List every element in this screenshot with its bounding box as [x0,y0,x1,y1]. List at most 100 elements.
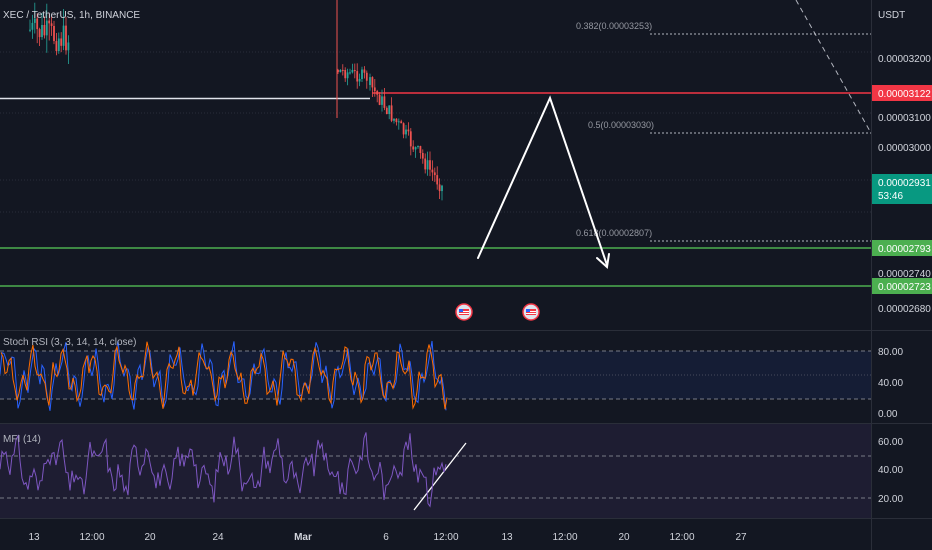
candle-body [433,172,436,176]
candle-body [414,147,417,150]
candle-body [60,38,63,46]
candle-body [431,169,434,173]
candle-body [441,185,443,192]
candle-body [353,70,356,72]
svg-text:53:46: 53:46 [878,191,903,202]
candle-body [419,146,422,153]
time-label: 12:00 [79,532,104,543]
candle-body [365,72,368,81]
svg-text:0.00003122: 0.00003122 [878,89,931,100]
candle-body [393,118,395,121]
time-label: 20 [618,532,630,543]
candle-body [339,69,342,73]
symbol-title[interactable]: XEC / TetherUS, 1h, BINANCE [3,10,140,21]
time-label: 12:00 [433,532,458,543]
candlestick-series[interactable] [29,2,443,201]
candle-body [424,158,427,170]
candle-body [31,22,34,30]
support-upper-price-badge: 0.00002793 [872,240,932,256]
time-axis[interactable]: 13 12:00 20 24 Mar 6 12:00 13 12:00 20 1… [28,532,747,543]
candle-body [371,77,374,88]
candle-body [390,105,393,121]
candle-body [421,152,424,159]
mfi-tick: 20.00 [878,494,903,505]
candle-body [381,96,383,105]
stoch-rsi-lines [0,340,448,411]
candle-body [33,18,36,23]
candle-body [45,20,48,36]
stoch-rsi-tick: 0.00 [878,409,898,420]
us-flag-event-icon[interactable] [455,303,473,321]
candle-body [438,184,441,192]
time-label: 12:00 [669,532,694,543]
mfi-band [0,424,871,518]
price-tick: 0.00002680 [878,304,931,315]
mfi-title[interactable]: MFI (14) [3,434,41,445]
candle-body [351,70,354,73]
support-lower-price-badge: 0.00002723 [872,278,932,294]
time-label: 27 [735,532,747,543]
candle-body [361,69,363,80]
time-label: Mar [294,532,312,543]
candle-body [388,105,391,114]
candle-body [436,175,439,185]
stoch-d-line [0,341,448,410]
stoch-rsi-title[interactable]: Stoch RSI (3, 3, 14, 14, close) [3,337,136,348]
time-label: 24 [212,532,224,543]
candle-body [57,38,60,52]
candle-body [402,123,405,135]
candle-body [55,41,58,52]
candle-body [385,107,388,114]
candle-body [405,129,407,135]
resistance-price-badge: 0.00003122 [872,85,932,101]
candle-body [417,146,419,148]
candle-body [349,72,351,74]
fib-label-05: 0.5(0.00003030) [588,120,654,130]
candle-body [373,87,376,92]
candle-body [67,42,70,51]
candle-body [378,94,381,105]
price-tick: 0.00002740 [878,269,931,280]
candle-body [376,91,379,95]
svg-text:0.00002793: 0.00002793 [878,244,931,255]
candle-body [358,79,361,82]
current-price-badge: 0.00002931 53:46 [872,174,932,204]
time-label: 20 [144,532,156,543]
candle-body [41,24,43,38]
candle-body [429,160,431,170]
stoch-rsi-tick: 80.00 [878,347,903,358]
mfi-tick: 60.00 [878,437,903,448]
candle-body [356,71,359,82]
main-grid [0,51,871,213]
stoch-rsi-tick: 40.00 [878,378,903,389]
candle-body [65,25,67,51]
candle-body [50,23,53,26]
candle-body [36,18,39,30]
time-label: 12:00 [552,532,577,543]
candle-body [29,29,31,31]
candle-body [397,121,400,123]
time-label: 13 [28,532,40,543]
candle-body [53,25,55,42]
time-label: 6 [383,532,389,543]
mfi-trendline[interactable] [413,442,467,511]
candle-body [337,70,339,73]
candle-body [407,129,410,132]
price-tick: 0.00003200 [878,54,931,65]
candle-body [43,24,46,36]
fib-label-0382: 0.382(0.00003253) [576,21,652,31]
candle-body [409,131,412,147]
candle-body [346,72,349,79]
mfi-tick: 40.00 [878,465,903,476]
fib-retracement[interactable]: 0.382(0.00003253) 0.5(0.00003030) 0.618(… [576,0,872,242]
candle-body [426,160,429,170]
currency-label[interactable]: USDT [878,10,905,21]
projection-drawing[interactable] [477,95,610,269]
candle-body [395,118,398,123]
us-flag-event-icon[interactable] [522,303,540,321]
mfi-line [0,432,447,508]
time-label: 13 [501,532,513,543]
candle-body [412,146,415,150]
candle-body [363,69,366,73]
